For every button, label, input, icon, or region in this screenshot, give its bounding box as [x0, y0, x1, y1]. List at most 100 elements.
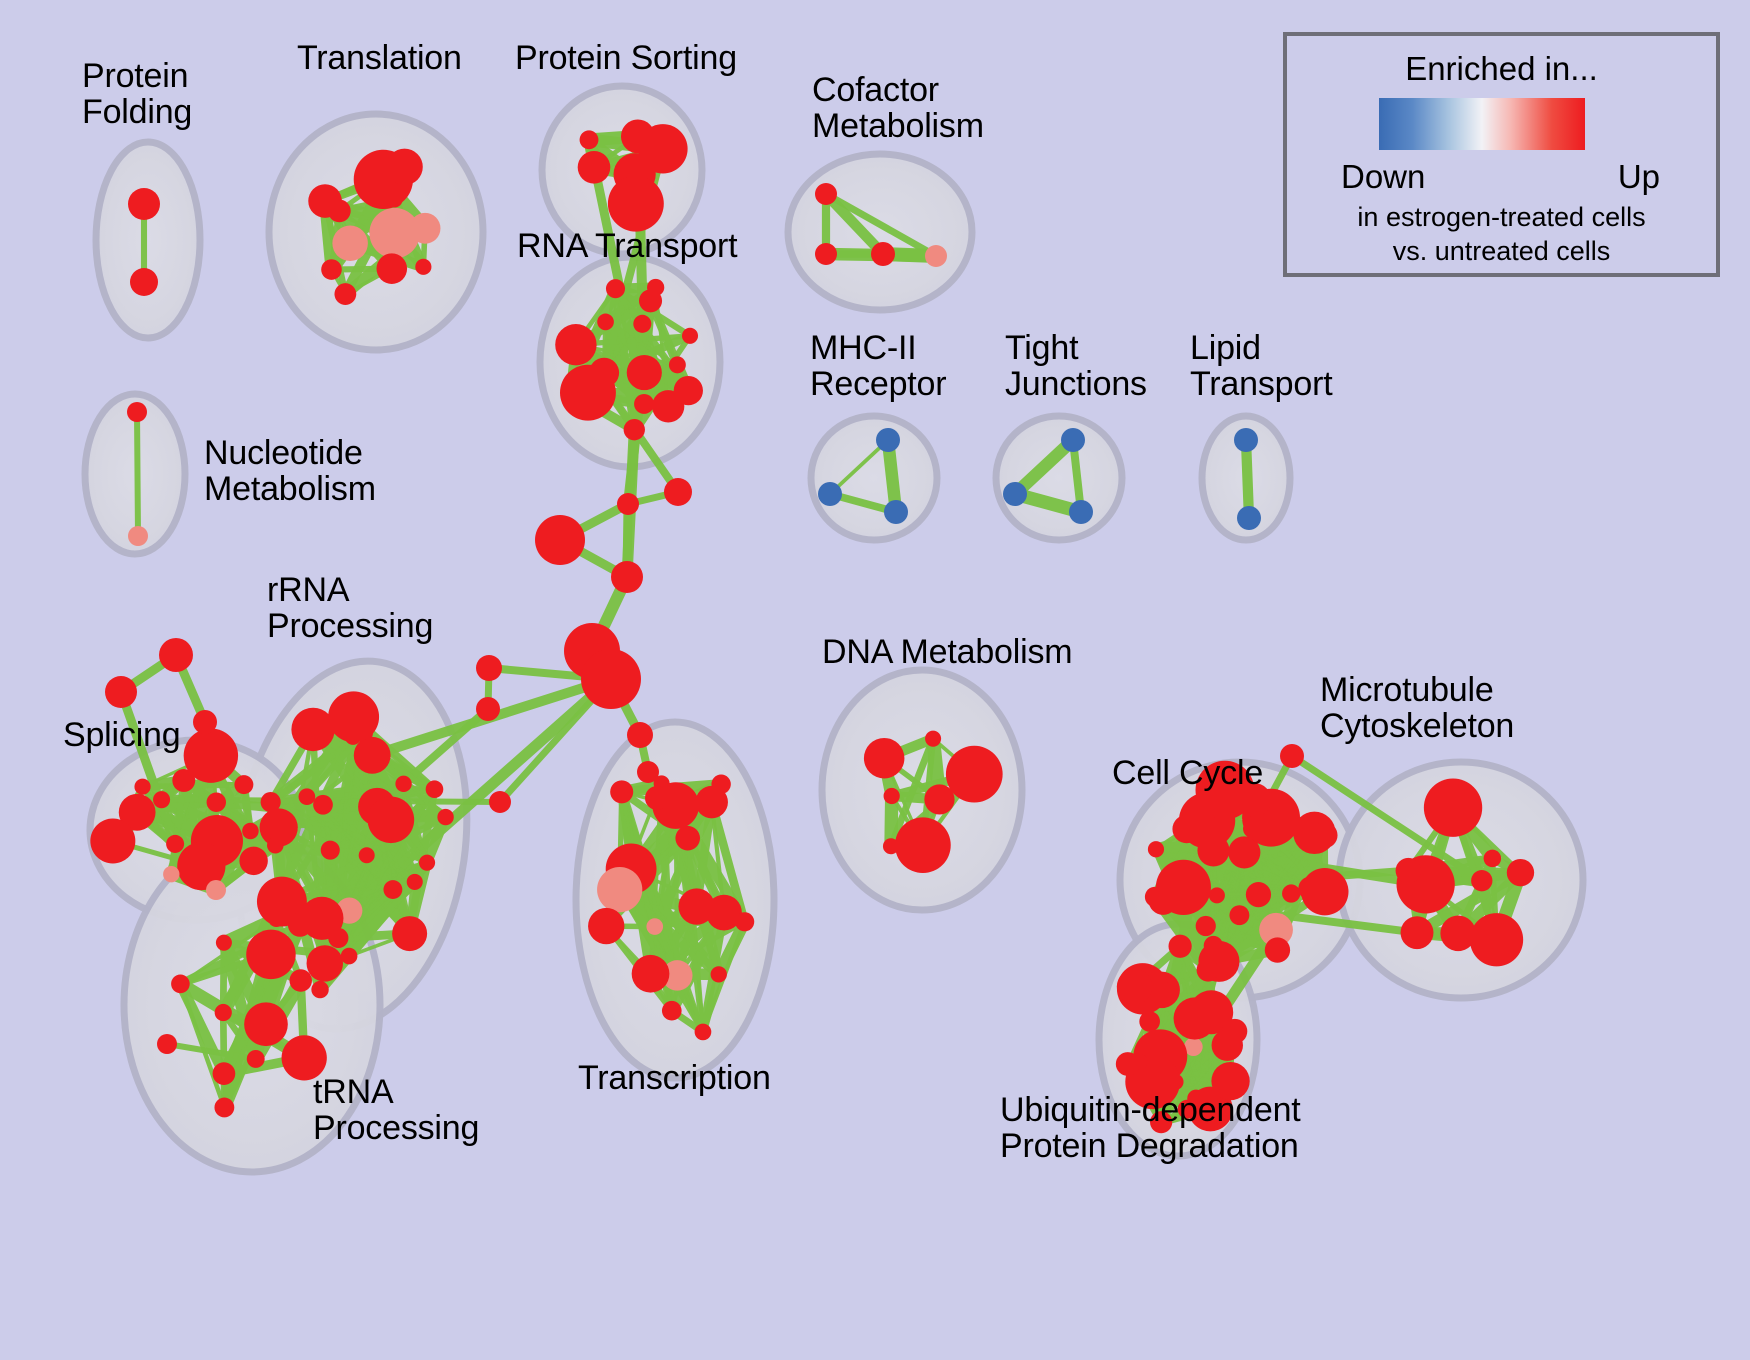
network-node — [415, 258, 432, 275]
network-node — [1440, 915, 1476, 952]
network-node — [1195, 760, 1255, 820]
cluster-label-trna-processing: tRNA Processing — [313, 1073, 480, 1148]
network-node — [1211, 1061, 1250, 1101]
network-node — [1147, 841, 1165, 858]
cluster-label-rrna-processing: rRNA Processing — [267, 571, 434, 646]
network-node — [1150, 1111, 1173, 1134]
cluster-label-protein-sorting: Protein Sorting — [515, 39, 737, 77]
network-node — [1469, 913, 1524, 967]
network-node — [489, 791, 511, 813]
network-node — [340, 947, 358, 965]
cluster-hull-protein-folding — [92, 138, 204, 342]
network-node — [157, 1034, 177, 1054]
network-node — [1506, 858, 1535, 887]
network-edge — [343, 673, 617, 917]
network-node — [367, 796, 415, 844]
network-node — [611, 561, 643, 593]
network-edge — [1240, 434, 1255, 524]
cluster-label-cell-cycle: Cell Cycle — [1112, 754, 1264, 792]
network-node — [244, 1002, 288, 1047]
network-node — [1207, 1008, 1229, 1029]
network-node — [476, 697, 500, 721]
network-node — [1222, 1018, 1248, 1044]
network-node — [383, 880, 403, 899]
network-node — [945, 745, 1003, 803]
network-node — [637, 761, 659, 783]
network-node — [289, 969, 312, 992]
network-node — [1184, 1037, 1203, 1057]
network-node — [1003, 482, 1027, 506]
network-node — [815, 183, 837, 205]
network-node — [535, 515, 585, 565]
network-node — [661, 1000, 682, 1021]
network-node — [607, 175, 664, 232]
network-node — [234, 775, 254, 795]
network-node — [633, 314, 652, 333]
network-node — [647, 278, 665, 297]
network-node — [645, 786, 669, 810]
network-node — [895, 817, 951, 874]
network-node — [694, 1023, 712, 1041]
cluster-label-ubiquitin-protein-degradation: Ubiquitin-dependent Protein Degradation — [1000, 1091, 1301, 1166]
network-node — [1061, 428, 1085, 452]
cluster-label-dna-metabolism: DNA Metabolism — [822, 633, 1073, 671]
network-node — [376, 253, 408, 284]
network-edge — [1069, 436, 1085, 516]
network-node — [127, 402, 147, 422]
network-node — [105, 676, 137, 708]
network-node — [1301, 867, 1349, 916]
cluster-label-nucleotide-metabolism: Nucleotide Metabolism — [204, 434, 376, 509]
network-node — [925, 730, 942, 747]
network-node — [1115, 1052, 1140, 1076]
network-node — [239, 846, 268, 876]
network-node — [617, 493, 639, 515]
network-edge — [373, 705, 492, 811]
network-node — [631, 954, 670, 993]
network-node — [425, 780, 444, 799]
network-node — [214, 1097, 235, 1118]
network-node — [610, 780, 634, 804]
network-node — [1280, 744, 1304, 768]
network-node — [1423, 778, 1483, 837]
network-node — [163, 866, 180, 883]
network-node — [681, 327, 699, 344]
network-node — [706, 894, 742, 931]
network-edge — [174, 977, 311, 1065]
network-node — [1264, 937, 1291, 963]
network-node — [206, 792, 227, 812]
network-node — [605, 279, 626, 299]
cluster-label-splicing: Splicing — [63, 716, 181, 754]
network-node — [581, 649, 641, 709]
network-node — [561, 383, 580, 403]
network-edge — [881, 433, 903, 519]
network-node — [1204, 962, 1221, 979]
cluster-hull-mhc-ii-receptor — [807, 412, 941, 544]
legend-color-gradient-bar — [1379, 98, 1585, 150]
network-node — [925, 245, 947, 267]
network-node — [386, 148, 423, 186]
network-node — [673, 375, 703, 406]
network-edge — [822, 190, 940, 260]
network-node — [328, 691, 380, 743]
network-node — [1311, 822, 1338, 849]
network-node — [369, 207, 420, 259]
network-node — [242, 822, 259, 840]
network-node — [90, 818, 136, 864]
network-node — [128, 526, 148, 546]
network-node — [476, 655, 502, 681]
network-node — [392, 916, 428, 952]
network-node — [212, 1062, 236, 1085]
network-node — [559, 364, 616, 421]
network-node — [287, 912, 313, 937]
network-node — [884, 500, 908, 524]
network-node — [206, 880, 227, 901]
network-edge — [1159, 896, 1422, 937]
network-edge — [218, 732, 358, 1018]
network-node — [214, 1003, 232, 1022]
network-node — [1471, 870, 1493, 892]
network-node — [281, 1035, 327, 1081]
network-node — [268, 910, 285, 928]
network-node — [871, 242, 895, 266]
network-node — [1259, 912, 1293, 947]
